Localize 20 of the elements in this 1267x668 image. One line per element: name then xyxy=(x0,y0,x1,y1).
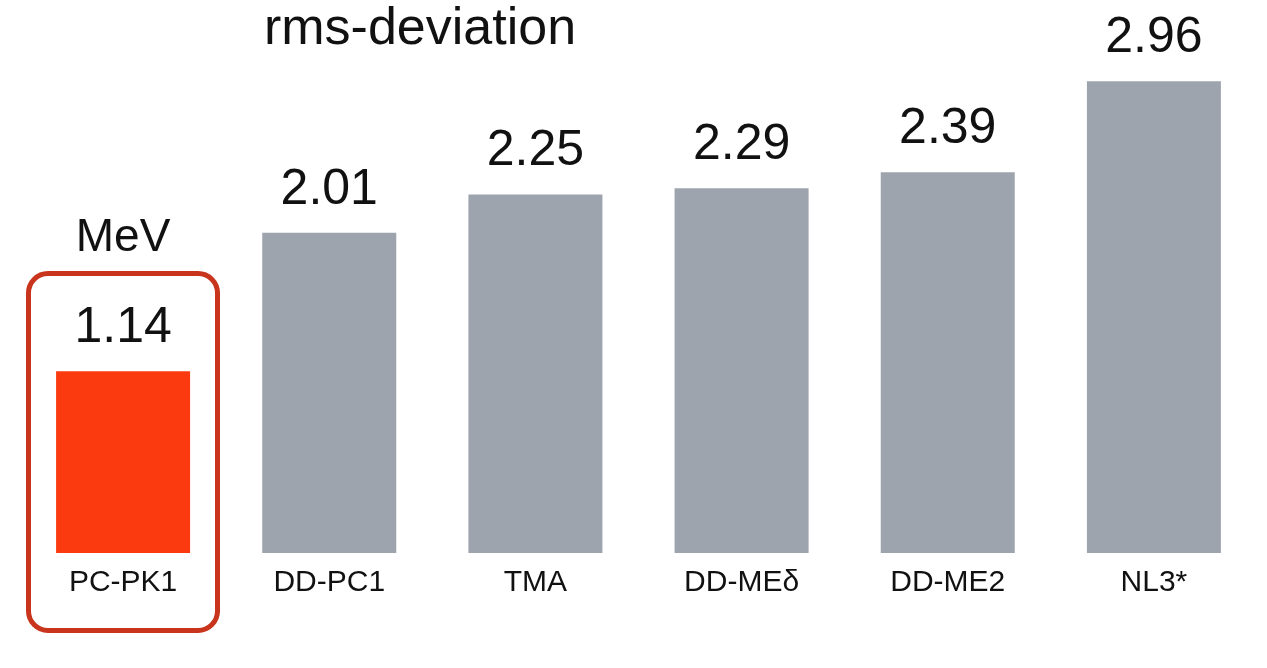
x-tick-label: NL3* xyxy=(1120,564,1188,598)
data-label: 2.01 xyxy=(280,158,378,215)
data-label: 2.25 xyxy=(486,120,585,177)
bar xyxy=(674,188,809,553)
bar xyxy=(468,194,603,553)
x-tick-label: PC-PK1 xyxy=(68,564,178,598)
data-label: 1.14 xyxy=(74,297,172,354)
data-label: 2.39 xyxy=(899,97,997,154)
bar xyxy=(262,232,397,553)
y-axis-title: MeV xyxy=(75,209,171,262)
x-tick-label: DD-ME2 xyxy=(890,564,1006,598)
data-label: 2.96 xyxy=(1105,7,1203,64)
x-tick-label: DD-PC1 xyxy=(273,564,386,598)
chart-title: rms-deviation xyxy=(263,0,577,56)
x-tick-label: DD-MEδ xyxy=(684,564,800,598)
data-label: 2.29 xyxy=(692,113,791,170)
bar xyxy=(1086,81,1221,553)
bar xyxy=(880,172,1015,553)
x-tick-label: TMA xyxy=(503,564,568,598)
bar xyxy=(56,371,191,553)
